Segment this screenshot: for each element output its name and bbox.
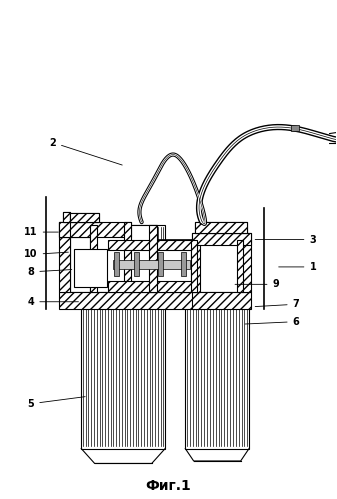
Text: 7: 7 bbox=[255, 299, 299, 309]
Bar bbox=[124, 222, 131, 292]
Bar bbox=[70, 213, 99, 222]
Bar bbox=[242, 233, 251, 292]
Bar bbox=[192, 292, 251, 309]
Bar bbox=[63, 212, 70, 222]
Bar bbox=[291, 125, 299, 131]
Text: 4: 4 bbox=[28, 297, 79, 307]
Bar bbox=[59, 222, 131, 237]
Text: 1: 1 bbox=[279, 262, 316, 272]
Bar bbox=[192, 233, 251, 245]
Bar bbox=[59, 222, 70, 237]
Text: 11: 11 bbox=[24, 227, 58, 237]
Bar bbox=[81, 225, 165, 449]
Bar bbox=[158, 252, 163, 276]
Text: 6: 6 bbox=[245, 317, 299, 327]
Bar bbox=[90, 225, 97, 292]
Bar bbox=[114, 252, 119, 276]
Bar bbox=[185, 240, 249, 449]
Bar bbox=[70, 237, 131, 292]
Bar bbox=[63, 212, 70, 222]
Bar bbox=[108, 281, 195, 292]
Bar bbox=[73, 249, 107, 287]
Bar bbox=[195, 222, 247, 233]
Bar bbox=[90, 225, 157, 292]
Bar bbox=[195, 222, 247, 233]
Text: 9: 9 bbox=[235, 279, 279, 289]
Text: 8: 8 bbox=[27, 267, 72, 277]
Bar bbox=[192, 233, 201, 292]
Bar bbox=[108, 240, 195, 250]
Bar bbox=[237, 240, 243, 292]
Bar bbox=[59, 292, 197, 309]
Bar bbox=[191, 240, 197, 292]
Text: 2: 2 bbox=[49, 138, 122, 165]
Text: 10: 10 bbox=[24, 250, 68, 259]
Bar bbox=[70, 213, 99, 222]
Bar bbox=[181, 252, 186, 276]
Bar bbox=[59, 222, 70, 292]
Bar bbox=[191, 240, 243, 292]
Bar bbox=[201, 245, 242, 292]
Bar bbox=[113, 259, 190, 268]
Text: 3: 3 bbox=[255, 235, 316, 245]
Bar bbox=[108, 240, 195, 292]
Bar bbox=[149, 225, 157, 292]
Text: Фиг.1: Фиг.1 bbox=[146, 479, 191, 493]
Bar bbox=[134, 252, 140, 276]
Text: 5: 5 bbox=[28, 397, 85, 409]
